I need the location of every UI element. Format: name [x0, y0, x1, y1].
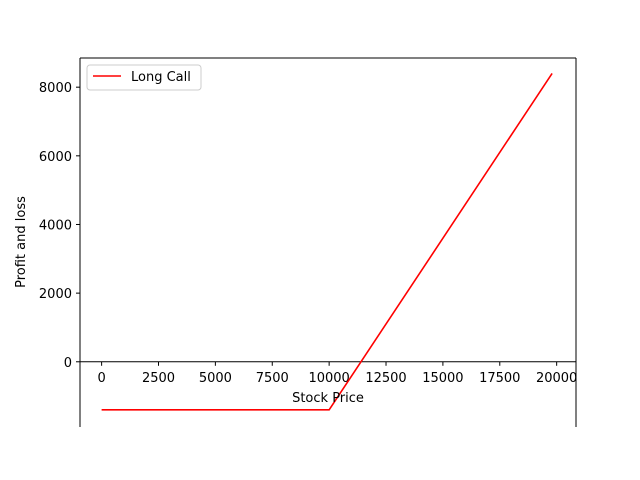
x-tick-label: 2500: [142, 371, 175, 386]
series-line-long-call: [101, 73, 553, 411]
y-tick-label: 6000: [39, 150, 72, 165]
legend-label-long-call: Long Call: [131, 70, 191, 85]
y-axis-label: Profit and loss: [14, 196, 29, 288]
y-tick-label: 2000: [39, 287, 72, 302]
axes-frame: [79, 57, 577, 427]
y-tick-label: 4000: [39, 218, 72, 233]
x-axis-ticks: 0 2500 5000 7500 10000 12500 15000 17500 20000: [97, 361, 577, 386]
x-tick-label: 17500: [479, 371, 520, 386]
series-layer: [101, 73, 553, 411]
x-tick-label: 0: [97, 371, 105, 386]
legend: Long Call: [86, 64, 202, 91]
y-tick-label: 0: [64, 356, 72, 371]
y-axis-ticks: 0 2000 4000 6000 8000: [39, 81, 80, 371]
y-tick-label: 8000: [39, 81, 72, 96]
x-axis-label: Stock Price: [292, 391, 364, 406]
x-tick-label: 5000: [199, 371, 232, 386]
x-tick-label: 7500: [256, 371, 289, 386]
x-tick-label: 15000: [422, 371, 463, 386]
x-tick-label: 20000: [536, 371, 577, 386]
x-tick-label: 12500: [365, 371, 406, 386]
legend-box: [86, 64, 202, 91]
x-tick-label: 10000: [308, 371, 349, 386]
